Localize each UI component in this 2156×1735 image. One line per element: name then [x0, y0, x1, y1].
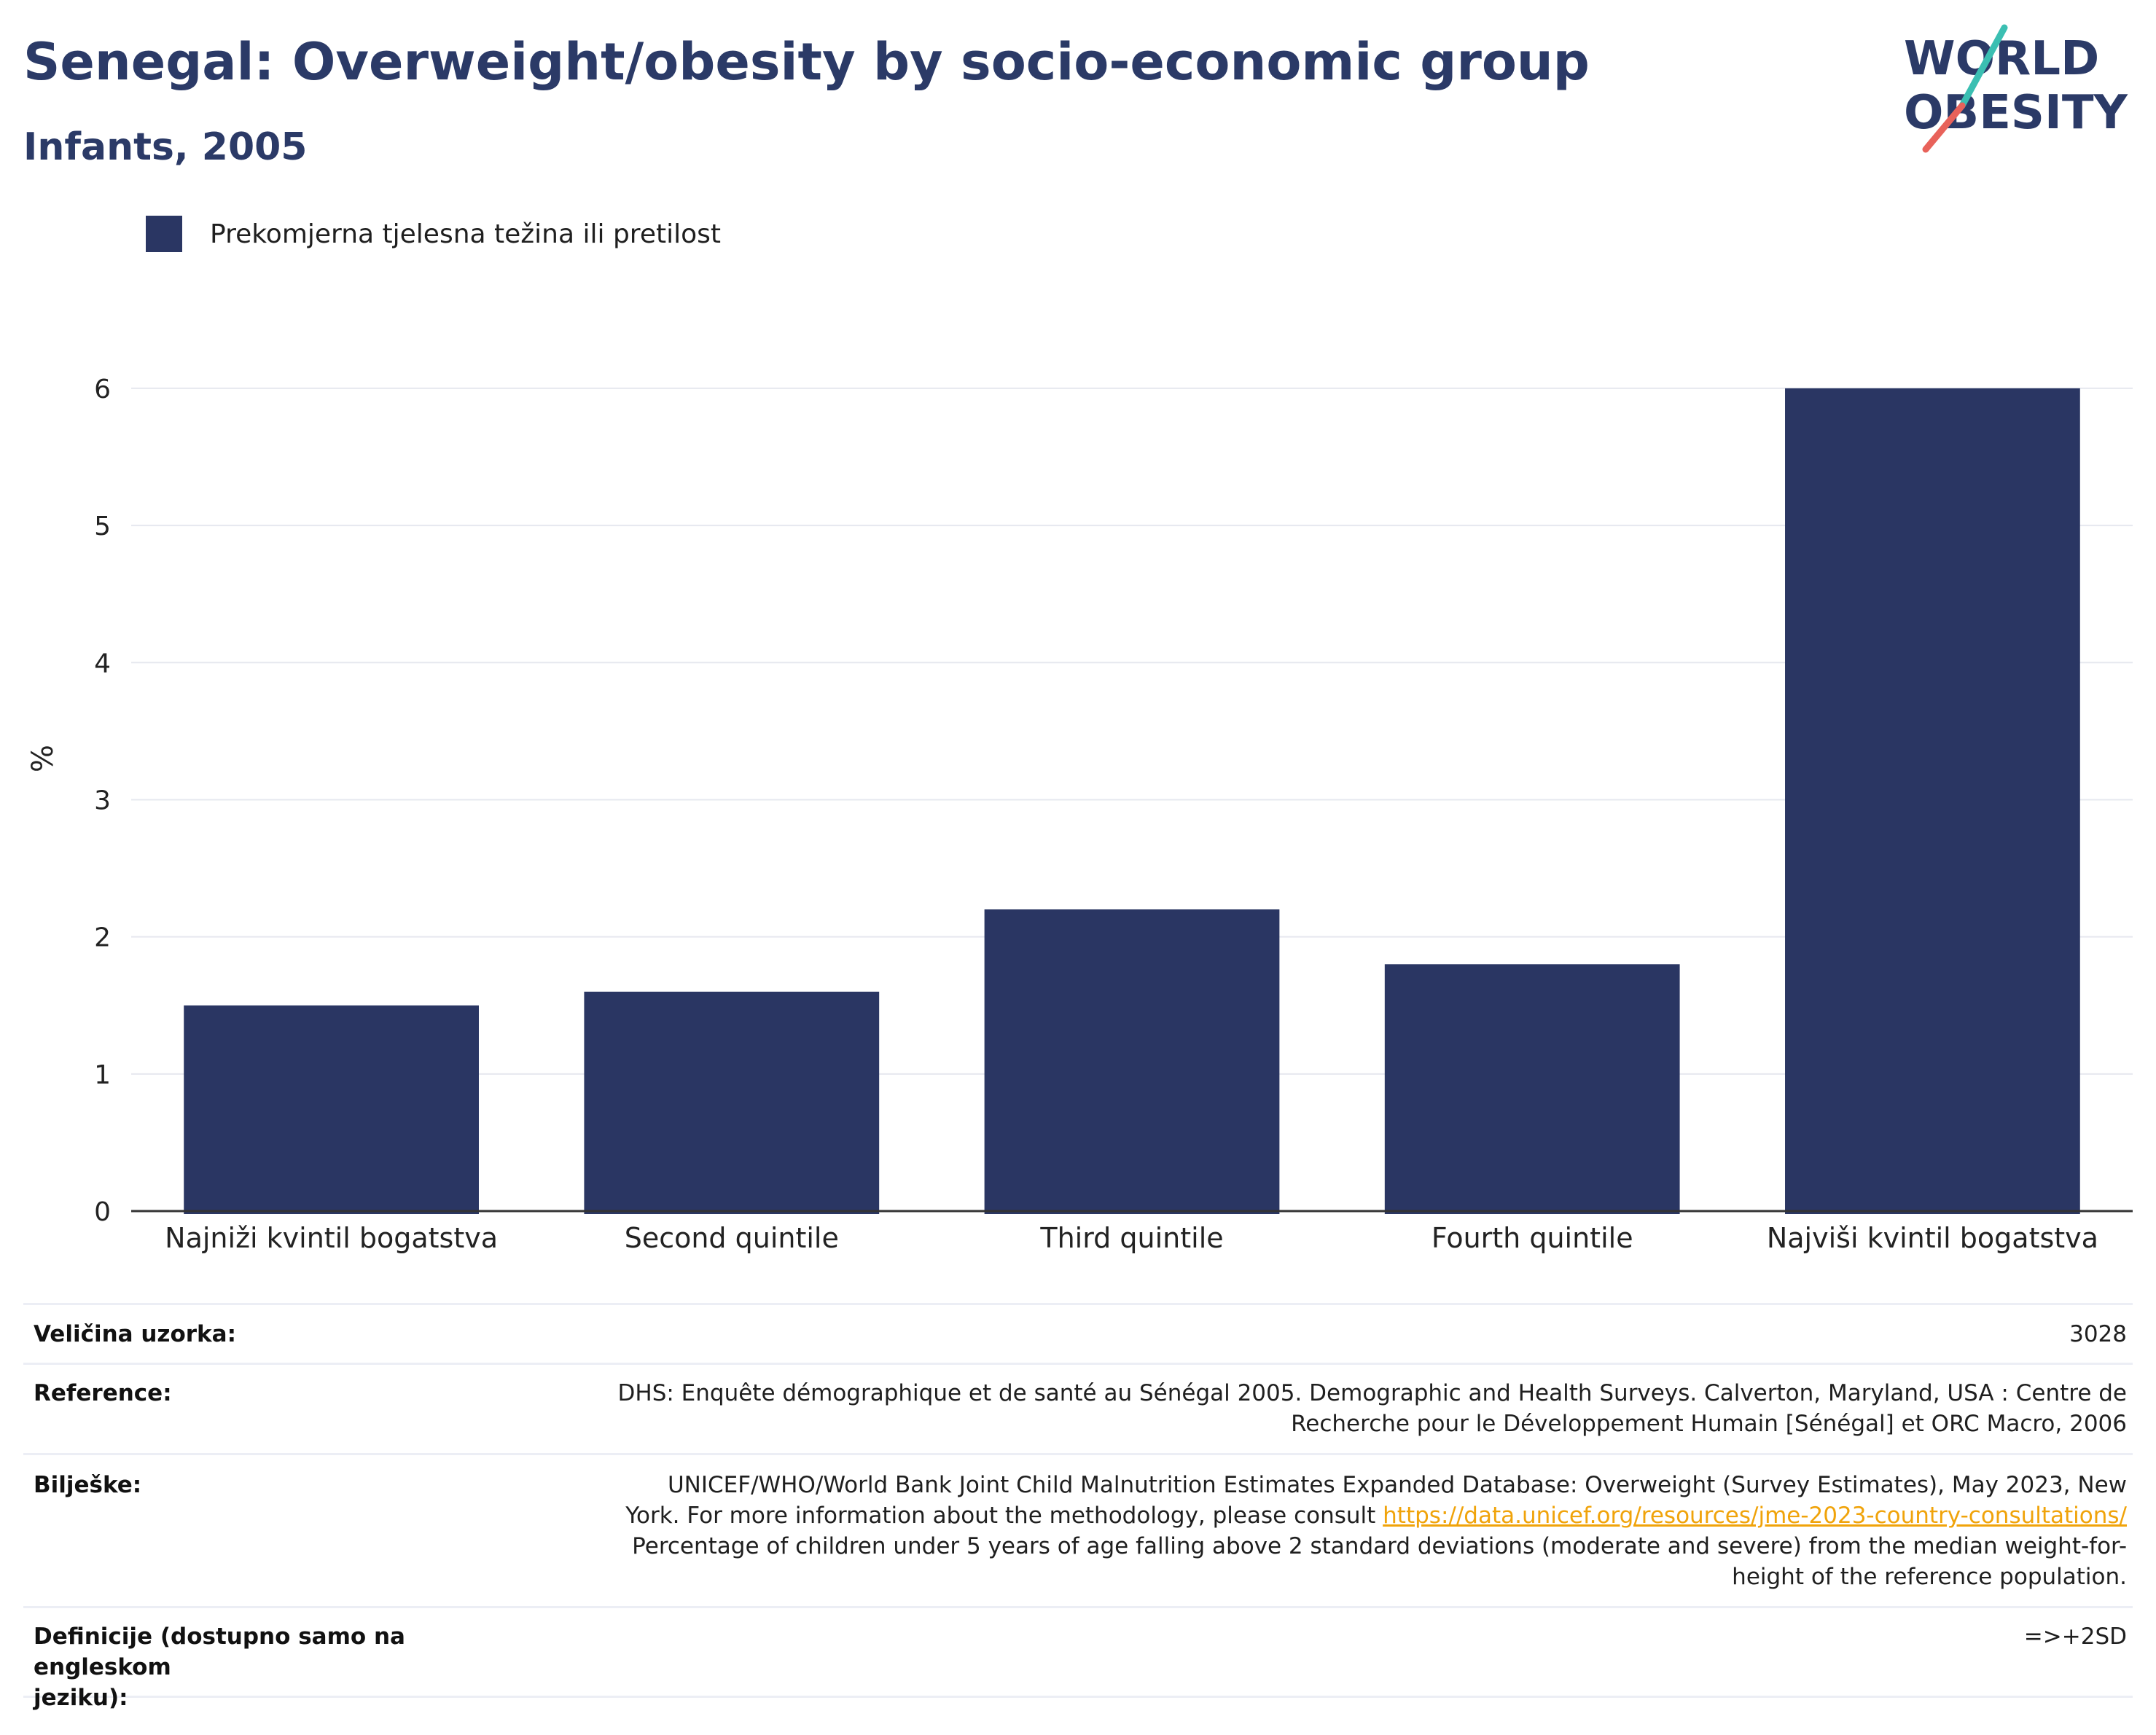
legend-swatch [146, 216, 182, 252]
x-tick-label: Third quintile [1039, 1222, 1223, 1254]
bar [584, 991, 880, 1214]
y-tick-label: 3 [94, 786, 111, 815]
x-tick-label: Fourth quintile [1432, 1222, 1633, 1254]
x-tick-label: Second quintile [625, 1222, 839, 1254]
bar [984, 909, 1280, 1214]
notes-line-4: height of the reference population. [1732, 1564, 2127, 1590]
bar [184, 1005, 479, 1214]
bar [1785, 388, 2080, 1214]
bar-chart: 0 1 2 3 4 5 6% Najniži kvintil bogatstva Second … [26, 375, 2133, 1254]
definitions-value: =>+2SD [2023, 1624, 2127, 1650]
meta-row-definitions: Definicije (dostupno samo na engleskom j… [23, 1606, 2133, 1711]
notes-line-2-text: York. For more information about the met… [625, 1503, 1376, 1529]
y-tick-label: 4 [94, 649, 111, 678]
logo-slash-red [1922, 102, 1966, 153]
reference-label: Reference: [34, 1380, 172, 1406]
y-axis-label: % [26, 745, 60, 772]
definitions-label-line-1: Definicije (dostupno samo na engleskom [34, 1624, 405, 1680]
world-obesity-logo: WORLD OBESITY [1904, 24, 2128, 153]
page-subtitle: Infants, 2005 [23, 125, 308, 169]
chart-legend[interactable]: Prekomjerna tjelesna težina ili pretilos… [146, 216, 721, 252]
notes-label: Bilješke: [34, 1472, 142, 1498]
meta-row-notes: Bilješke: UNICEF/WHO/World Bank Joint Ch… [23, 1453, 2133, 1606]
legend-label: Prekomjerna tjelesna težina ili pretilos… [210, 219, 721, 249]
reference-line-2: Recherche pour le Développement Humain [… [1291, 1411, 2127, 1437]
reference-value: DHS: Enquête démographique et de santé a… [560, 1378, 2133, 1453]
x-tick-label: Najniži kvintil bogatstva [165, 1222, 498, 1254]
y-tick-label: 6 [94, 375, 111, 404]
meta-row-sample: Veličina uzorka: 3028 [23, 1303, 2133, 1363]
meta-row-reference: Reference: DHS: Enquête démographique et… [23, 1363, 2133, 1453]
sample-size-label: Veličina uzorka: [34, 1320, 236, 1347]
methodology-link[interactable]: https://data.unicef.org/resources/jme-20… [1383, 1503, 2127, 1529]
y-tick-label: 0 [94, 1197, 111, 1227]
metadata-table: Veličina uzorka: 3028 Reference: DHS: En… [23, 1303, 2133, 1711]
y-tick-label: 2 [94, 923, 111, 953]
y-tick-label: 5 [94, 512, 111, 541]
logo-line1: WORLD [1904, 32, 2099, 86]
notes-line-2: York. For more information about the met… [560, 1500, 2127, 1531]
definitions-label: Definicije (dostupno samo na engleskom j… [23, 1621, 544, 1711]
notes-line-1: UNICEF/WHO/World Bank Joint Child Malnut… [667, 1472, 2127, 1498]
notes-line-3: Percentage of children under 5 years of … [632, 1533, 2127, 1559]
sample-size-value: 3028 [2069, 1320, 2127, 1347]
definitions-label-line-2: jeziku): [34, 1685, 128, 1711]
logo-slash-teal [1958, 24, 2008, 109]
bar [1384, 964, 1680, 1214]
notes-value: UNICEF/WHO/World Bank Joint Child Malnut… [560, 1470, 2133, 1606]
page-title: Senegal: Overweight/obesity by socio-eco… [23, 32, 1590, 92]
reference-line-1: DHS: Enquête démographique et de santé a… [617, 1380, 2127, 1406]
x-tick-label: Najviši kvintil bogatstva [1767, 1222, 2098, 1254]
y-tick-label: 1 [94, 1060, 111, 1090]
